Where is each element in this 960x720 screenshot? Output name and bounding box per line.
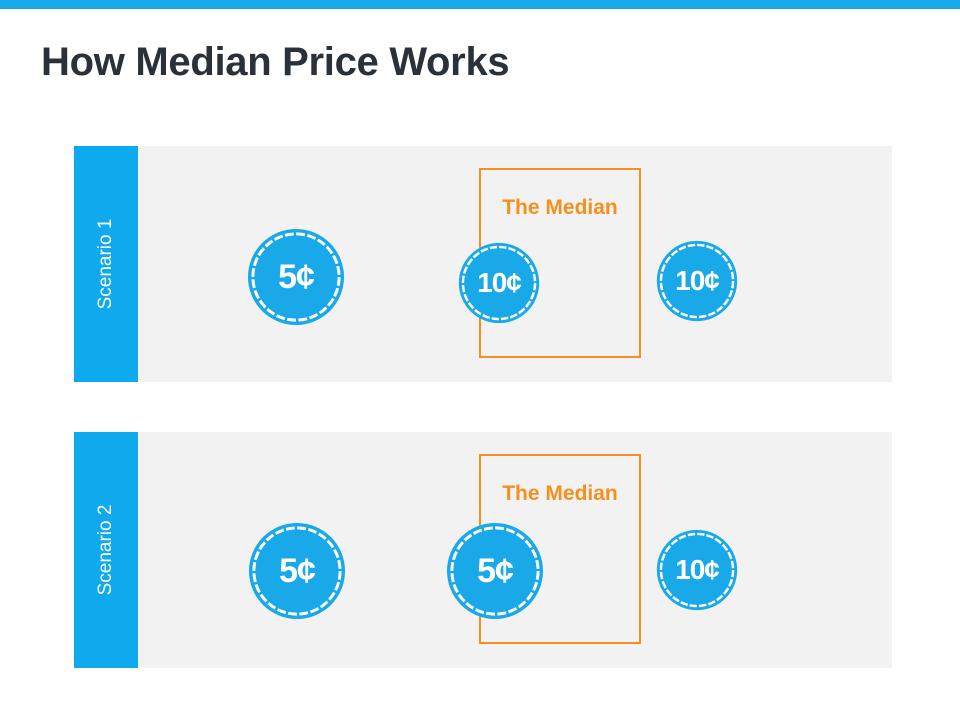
scenario-2-tab: Scenario 2 xyxy=(74,432,138,668)
median-label: The Median xyxy=(502,196,618,219)
coin-value: 5¢ xyxy=(279,551,316,590)
coin-value: 5¢ xyxy=(278,257,315,296)
scenario-1-tab: Scenario 1 xyxy=(74,146,138,382)
coin-icon: 5¢ xyxy=(247,228,345,326)
coin-icon: 5¢ xyxy=(446,522,544,620)
coin-value: 5¢ xyxy=(477,551,514,590)
coin-value: 10¢ xyxy=(477,267,522,298)
scenario-1-panel: Scenario 1 The Median 5¢ 10¢ 10¢ xyxy=(74,146,892,382)
coin-icon: 10¢ xyxy=(458,242,540,324)
coin-icon: 5¢ xyxy=(248,522,346,620)
scenario-1-label: Scenario 1 xyxy=(95,218,116,310)
scenario-1-content: The Median 5¢ 10¢ 10¢ xyxy=(138,146,892,382)
page-title: How Median Price Works xyxy=(41,40,510,84)
median-label: The Median xyxy=(502,482,618,505)
scenario-2-content: The Median 5¢ 5¢ 10¢ xyxy=(138,432,892,668)
coin-icon: 10¢ xyxy=(656,240,738,322)
coin-value: 10¢ xyxy=(675,554,720,585)
scenario-2-label: Scenario 2 xyxy=(95,504,116,596)
coin-value: 10¢ xyxy=(675,265,720,296)
top-accent-bar xyxy=(0,0,960,9)
scenario-2-panel: Scenario 2 The Median 5¢ 5¢ 10¢ xyxy=(74,432,892,668)
coin-icon: 10¢ xyxy=(656,529,738,611)
